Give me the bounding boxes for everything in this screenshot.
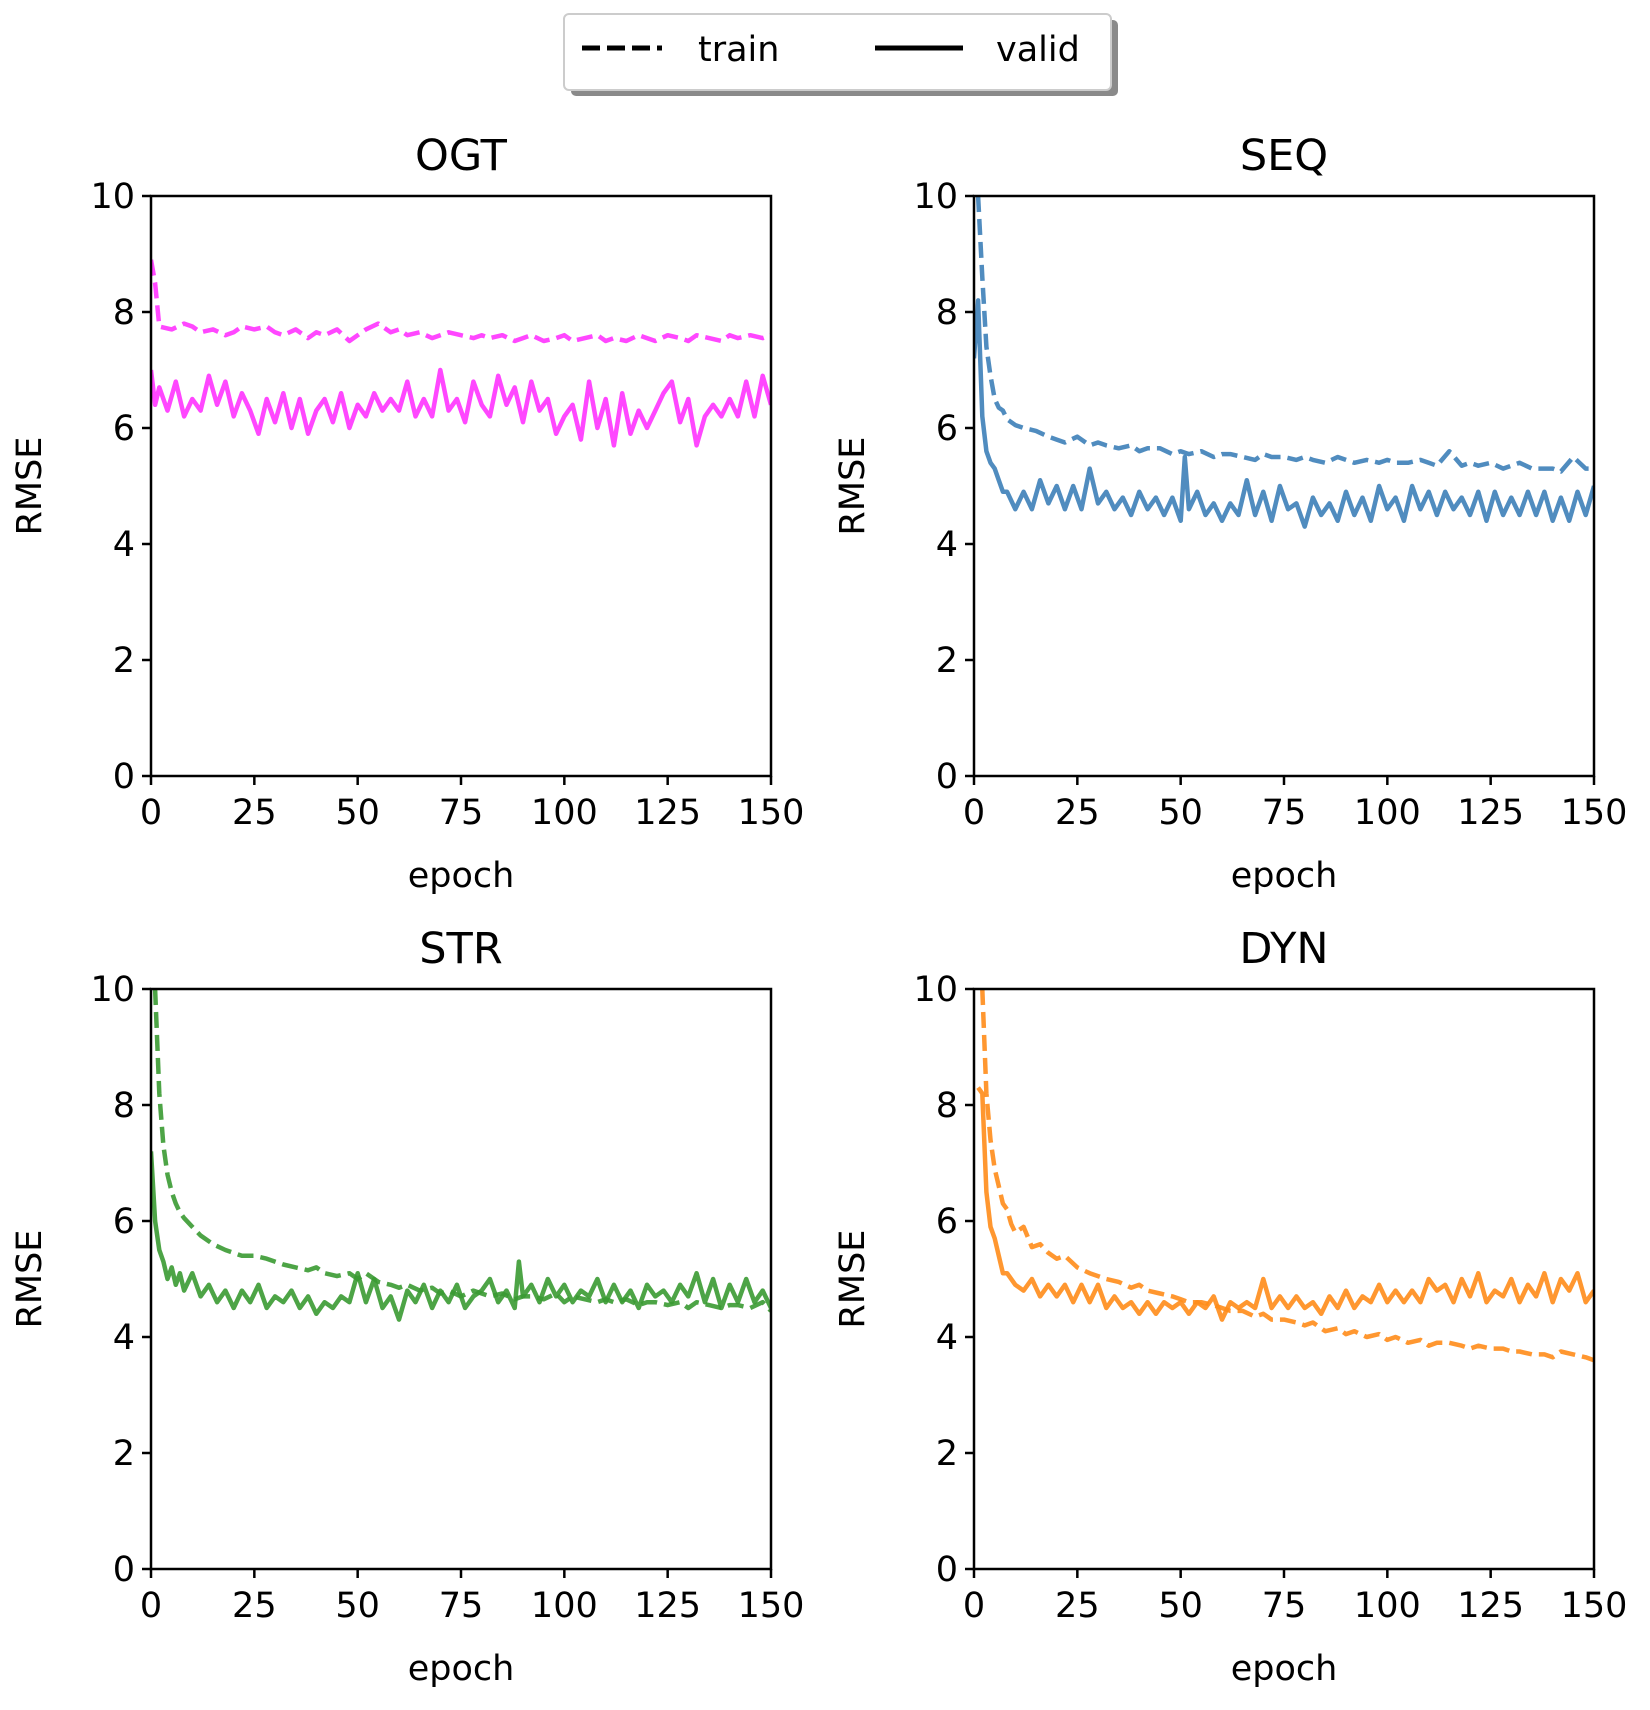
x-tick-label-seq: 0 bbox=[963, 793, 985, 833]
x-tick-label-dyn: 100 bbox=[1354, 1586, 1421, 1626]
x-tick-label-seq: 50 bbox=[1158, 793, 1203, 833]
axes-frame-dyn bbox=[972, 987, 1596, 1571]
y-tick-label-str: 4 bbox=[113, 1318, 135, 1358]
x-tick-label-str: 150 bbox=[738, 1586, 805, 1626]
series-dyn-train bbox=[980, 989, 1594, 1363]
y-tick-label-ogt: 4 bbox=[113, 525, 135, 565]
x-tick-label-ogt: 125 bbox=[634, 793, 701, 833]
x-tick-label-seq: 150 bbox=[1561, 793, 1628, 833]
series-seq-train bbox=[975, 196, 1594, 474]
x-tick-label-str: 0 bbox=[140, 1586, 162, 1626]
x-tick-label-seq: 100 bbox=[1354, 793, 1421, 833]
y-tick-label-seq: 4 bbox=[936, 525, 958, 565]
y-tick-label-str: 10 bbox=[90, 970, 135, 1010]
y-tick-label-ogt: 2 bbox=[113, 641, 135, 681]
y-axis-label-dyn: RMSE bbox=[833, 1230, 873, 1329]
y-tick-label-seq: 2 bbox=[936, 641, 958, 681]
y-tick-label-seq: 0 bbox=[936, 757, 958, 797]
x-tick-label-dyn: 50 bbox=[1158, 1586, 1203, 1626]
y-axis-label-ogt: RMSE bbox=[10, 437, 50, 536]
y-tick-label-dyn: 2 bbox=[936, 1434, 958, 1474]
series-str-valid bbox=[151, 1151, 771, 1322]
x-tick-label-seq: 125 bbox=[1457, 793, 1524, 833]
x-tick-label-dyn: 75 bbox=[1262, 1586, 1307, 1626]
axes-frame-str bbox=[149, 987, 773, 1571]
x-tick-label-ogt: 150 bbox=[738, 793, 805, 833]
y-tick-label-ogt: 0 bbox=[113, 757, 135, 797]
series-ogt-valid bbox=[151, 367, 771, 448]
x-tick-label-seq: 25 bbox=[1055, 793, 1100, 833]
legend-valid-label: valid bbox=[996, 30, 1080, 70]
x-tick-label-dyn: 0 bbox=[963, 1586, 985, 1626]
x-tick-label-dyn: 25 bbox=[1055, 1586, 1100, 1626]
x-tick-label-ogt: 100 bbox=[531, 793, 598, 833]
y-tick-label-ogt: 6 bbox=[113, 409, 135, 449]
y-tick-label-dyn: 8 bbox=[936, 1086, 958, 1126]
legend: train valid bbox=[563, 13, 1118, 96]
axes-frame-seq bbox=[972, 194, 1596, 778]
x-tick-label-ogt: 50 bbox=[335, 793, 380, 833]
x-tick-label-dyn: 125 bbox=[1457, 1586, 1524, 1626]
y-tick-label-ogt: 10 bbox=[90, 177, 135, 217]
x-axis-label-ogt: epoch bbox=[408, 856, 515, 896]
axes-frame-ogt bbox=[149, 194, 773, 778]
x-tick-label-dyn: 150 bbox=[1561, 1586, 1628, 1626]
x-tick-label-ogt: 25 bbox=[232, 793, 277, 833]
series-seq-valid bbox=[974, 298, 1594, 529]
x-tick-label-str: 125 bbox=[634, 1586, 701, 1626]
x-tick-label-str: 75 bbox=[439, 1586, 484, 1626]
y-tick-label-dyn: 0 bbox=[936, 1550, 958, 1590]
y-tick-label-dyn: 6 bbox=[936, 1202, 958, 1242]
x-tick-label-str: 50 bbox=[335, 1586, 380, 1626]
x-tick-label-seq: 75 bbox=[1262, 793, 1307, 833]
y-tick-label-str: 8 bbox=[113, 1086, 135, 1126]
y-tick-label-seq: 8 bbox=[936, 293, 958, 333]
panel-ogt: 0 25 50 75 100 125 150 0 2 4 6 8 10 OGT epoch RMSE bbox=[10, 131, 804, 896]
x-axis-label-seq: epoch bbox=[1231, 856, 1338, 896]
x-axis-label-str: epoch bbox=[408, 1649, 515, 1689]
x-tick-label-str: 25 bbox=[232, 1586, 277, 1626]
panel-str: 0 25 50 75 100 125 150 0 2 4 6 8 10 STR epoch RMSE bbox=[10, 924, 804, 1689]
panel-seq: 0 25 50 75 100 125 150 0 2 4 6 8 10 SEQ epoch RMSE bbox=[833, 131, 1627, 896]
panel-title-dyn: DYN bbox=[1239, 924, 1328, 974]
y-axis-label-seq: RMSE bbox=[833, 437, 873, 536]
panel-title-ogt: OGT bbox=[415, 131, 508, 181]
x-tick-label-ogt: 0 bbox=[140, 793, 162, 833]
y-tick-label-str: 6 bbox=[113, 1202, 135, 1242]
y-axis-label-str: RMSE bbox=[10, 1230, 50, 1329]
series-dyn-valid bbox=[976, 1086, 1594, 1322]
y-tick-label-dyn: 10 bbox=[913, 970, 958, 1010]
x-tick-label-str: 100 bbox=[531, 1586, 598, 1626]
panel-dyn: 0 25 50 75 100 125 150 0 2 4 6 8 10 DYN epoch RMSE bbox=[833, 924, 1627, 1689]
series-ogt-train bbox=[151, 259, 771, 344]
y-tick-label-str: 0 bbox=[113, 1550, 135, 1590]
legend-box bbox=[563, 13, 1112, 91]
x-axis-label-dyn: epoch bbox=[1231, 1649, 1338, 1689]
y-tick-label-seq: 10 bbox=[913, 177, 958, 217]
y-tick-label-seq: 6 bbox=[936, 409, 958, 449]
panel-title-str: STR bbox=[419, 924, 502, 974]
y-tick-label-dyn: 4 bbox=[936, 1318, 958, 1358]
legend-train-label: train bbox=[698, 30, 779, 70]
y-tick-label-str: 2 bbox=[113, 1434, 135, 1474]
x-tick-label-ogt: 75 bbox=[439, 793, 484, 833]
series-str-train bbox=[152, 989, 771, 1313]
y-tick-label-ogt: 8 bbox=[113, 293, 135, 333]
panel-title-seq: SEQ bbox=[1240, 131, 1328, 181]
